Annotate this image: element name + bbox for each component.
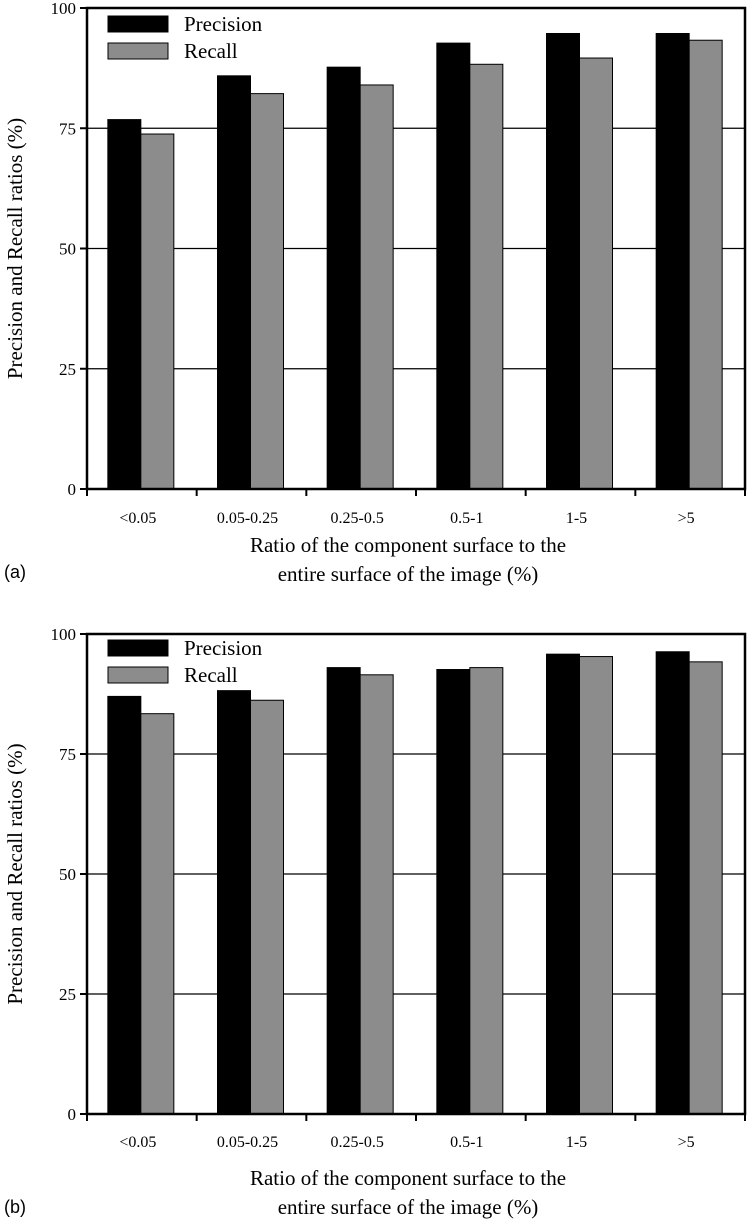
- chart-panel-a: 0 25 50 75 100 <0.05 0.05-0.25 0.25-0.5 0.5-1 1-5…: [3, 0, 747, 586]
- bar-precision-4: [546, 32, 580, 490]
- x-axis-title-line-2: entire surface of the image (%): [278, 562, 539, 586]
- bar-recall-5: [688, 661, 723, 1115]
- bar-recall-0: [140, 713, 175, 1115]
- bar-recall-2: [359, 84, 394, 490]
- x-tick-label: 0.25-0.5: [331, 510, 384, 527]
- y-tick-label: 0: [68, 480, 77, 499]
- bar-precision-5: [655, 32, 690, 490]
- x-tick-label: <0.05: [119, 1134, 156, 1151]
- y-tick-label: 100: [51, 625, 77, 644]
- y-tick-label: 25: [59, 985, 76, 1004]
- x-tick-label: 0.05-0.25: [217, 1134, 278, 1151]
- bar-recall-3: [469, 667, 504, 1115]
- y-tick-label: 75: [59, 745, 76, 764]
- x-axis-title-line-1: Ratio of the component surface to the: [250, 1166, 566, 1190]
- bar-recall-0: [140, 133, 175, 490]
- bar-precision-3: [436, 42, 471, 490]
- x-axis-title-line-2: entire surface of the image (%): [278, 1195, 539, 1219]
- bar-precision-4: [546, 653, 580, 1115]
- y-tick-label: 50: [59, 865, 76, 884]
- y-axis-title: Precision and Recall ratios (%): [3, 743, 27, 1004]
- bar-recall-2: [359, 674, 394, 1115]
- bar-precision-2: [326, 667, 361, 1115]
- x-tick-label: <0.05: [119, 510, 156, 527]
- x-tick-label: 0.5-1: [450, 510, 483, 527]
- bar-recall-4: [579, 656, 613, 1115]
- y-tick-label: 100: [51, 0, 77, 18]
- x-tick-label: >5: [678, 1134, 695, 1151]
- bar-recall-4: [579, 57, 613, 490]
- x-axis-title-line-1: Ratio of the component surface to the: [250, 533, 566, 557]
- bar-precision-2: [326, 66, 361, 490]
- bar-precision-5: [655, 651, 690, 1115]
- bar-recall-1: [250, 699, 284, 1115]
- legend-label-precision: Precision: [184, 636, 263, 660]
- x-tick-label: 1-5: [566, 510, 587, 527]
- legend-label-recall: Recall: [184, 39, 238, 63]
- bar-precision-0: [107, 695, 142, 1115]
- chart-panel-b: 0 25 50 75 100 <0.05 0.05-0.25 0.25-0.5 0.5-1 1-5…: [3, 625, 747, 1219]
- y-tick-label: 75: [59, 119, 76, 138]
- legend-swatch-recall: [107, 42, 169, 60]
- bar-recall-5: [688, 39, 723, 490]
- legend-swatch-precision: [107, 639, 169, 657]
- bar-precision-1: [217, 690, 251, 1115]
- x-tick-label: 0.05-0.25: [217, 510, 278, 527]
- y-tick-label: 0: [68, 1105, 77, 1124]
- y-axis-title: Precision and Recall ratios (%): [3, 118, 27, 379]
- legend-swatch-precision: [107, 15, 169, 33]
- legend-label-precision: Precision: [184, 12, 263, 36]
- y-tick-label: 50: [59, 240, 76, 259]
- y-tick-label: 25: [59, 360, 76, 379]
- x-tick-label: 1-5: [566, 1134, 587, 1151]
- bar-recall-1: [250, 93, 284, 490]
- bar-precision-1: [217, 75, 251, 490]
- panel-label: (b): [4, 1197, 26, 1217]
- legend-label-recall: Recall: [184, 663, 238, 687]
- x-tick-label: 0.5-1: [450, 1134, 483, 1151]
- bar-precision-0: [107, 119, 142, 490]
- bar-recall-3: [469, 63, 504, 490]
- panel-label: (a): [4, 562, 26, 582]
- legend-swatch-recall: [107, 666, 169, 684]
- x-tick-label: >5: [678, 510, 695, 527]
- x-tick-label: 0.25-0.5: [331, 1134, 384, 1151]
- bar-precision-3: [436, 669, 471, 1115]
